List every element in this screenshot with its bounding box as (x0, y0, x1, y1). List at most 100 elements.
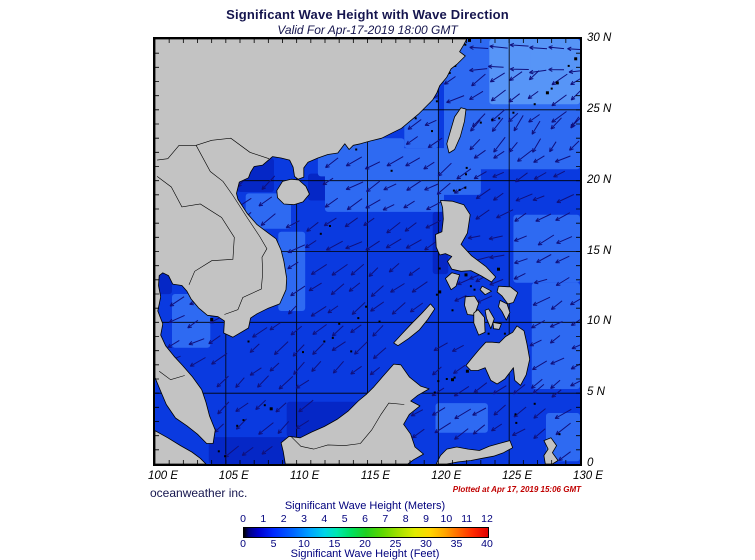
island-dot (247, 340, 250, 343)
lat-label: 20 N (587, 173, 612, 186)
landmass-halmahera (543, 437, 559, 464)
colorbar-meters-tick: 2 (280, 513, 287, 525)
colorbar-gradient (243, 527, 489, 538)
island-dot (236, 424, 239, 427)
landmass-samar (496, 285, 519, 305)
island-dot (465, 369, 469, 373)
landmass-hainan (276, 178, 310, 206)
island-dot (555, 81, 559, 85)
island-dot (365, 305, 368, 308)
island-dot (448, 72, 451, 74)
island-dot (435, 100, 438, 103)
island-dot (329, 225, 331, 227)
island-dot (558, 433, 561, 436)
colorbar-meters-tick: 4 (321, 513, 328, 525)
island-dot (431, 130, 433, 133)
country-border (157, 137, 270, 161)
island-dot (497, 267, 500, 271)
island-dot (390, 169, 393, 172)
colorbar-meters-tick: 8 (402, 513, 409, 525)
wave-height-patch (325, 148, 444, 212)
island-dot (498, 117, 501, 120)
colorbar-meters-tick: 7 (382, 513, 389, 525)
island-dot (438, 267, 441, 270)
colorbar-feet-tick: 20 (359, 538, 371, 550)
landmass-taiwan (446, 107, 467, 154)
lon-label: 105 E (218, 470, 249, 482)
island-dot (458, 188, 461, 191)
island-dot (479, 121, 482, 124)
plotted-at-text: Plotted at Apr 17, 2019 15:06 GMT (452, 485, 581, 494)
island-dot (514, 413, 517, 416)
landmass-borneo (280, 363, 430, 464)
colorbar-meters-tick: 11 (461, 513, 473, 525)
island-dot (465, 166, 468, 169)
island-dot (331, 336, 334, 339)
island-dot (263, 404, 266, 407)
island-dot (550, 87, 553, 90)
landmass-masbate (479, 285, 492, 296)
country-border (159, 370, 185, 381)
colorbar-meters-tick: 0 (240, 513, 246, 525)
colorbar-feet-tick: 30 (420, 538, 432, 550)
island-dot (302, 351, 304, 354)
colorbar-meters-tick: 6 (362, 513, 368, 525)
chart-header: Significant Wave Height with Wave Direct… (153, 7, 582, 37)
colorbar-feet-tick: 5 (270, 538, 277, 550)
island-dot (487, 332, 490, 335)
island-dot (350, 350, 353, 353)
wave-height-patch (435, 403, 488, 433)
colorbar-title-meters: Significant Wave Height (Meters) (284, 500, 446, 512)
island-dot (533, 103, 536, 106)
lat-label: 25 N (587, 102, 612, 115)
lon-label: 130 E (572, 470, 604, 482)
lon-label: 100 E (147, 470, 179, 482)
wave-height-patch (530, 39, 580, 82)
island-dot (464, 186, 467, 189)
lat-label: 0 (587, 457, 594, 469)
landmass-luzon (435, 200, 497, 283)
island-dot (491, 118, 494, 121)
landmass-mindanao (465, 325, 531, 386)
island-dot (452, 189, 455, 192)
island-dot (433, 391, 436, 394)
map-frame (153, 37, 582, 466)
colorbar-meters-tick: 12 (481, 513, 493, 525)
island-dot (574, 57, 578, 61)
landmass-mindoro (444, 272, 461, 291)
wave-height-patch (531, 282, 580, 389)
colorbar-meters-tick: 1 (260, 513, 267, 525)
lon-label: 120 E (431, 470, 462, 482)
island-dot (438, 290, 442, 294)
island-dot (319, 232, 322, 235)
island-dot (533, 402, 536, 405)
country-border (195, 145, 268, 315)
island-dot (414, 117, 417, 120)
island-dot (338, 322, 341, 325)
island-dot (217, 450, 220, 453)
island-dot (503, 332, 506, 335)
landmass-bohol (492, 321, 502, 330)
island-dot (269, 407, 273, 411)
island-dot (437, 380, 440, 383)
colorbar-feet-tick: 15 (328, 538, 341, 550)
island-dot (210, 318, 214, 321)
lon-label: 125 E (502, 470, 533, 482)
island-dot (355, 148, 358, 151)
map-canvas (155, 39, 580, 464)
wave-height-patch (157, 272, 172, 295)
colorbar-feet-tick: 35 (450, 538, 463, 550)
island-dot (465, 173, 467, 176)
colorbar-feet-tick: 25 (389, 538, 402, 550)
valid-time-subtitle: Valid For Apr-17-2019 18:00 GMT (277, 23, 458, 37)
colorbar-feet-tick: 0 (240, 538, 246, 550)
island-dot (512, 111, 515, 114)
island-dot (435, 293, 438, 296)
island-dot (242, 419, 245, 422)
island-dot (323, 340, 326, 343)
island-dot (515, 421, 518, 424)
lon-label: 115 E (360, 470, 391, 482)
country-border (290, 402, 405, 450)
landmass-sumatra (155, 430, 207, 464)
